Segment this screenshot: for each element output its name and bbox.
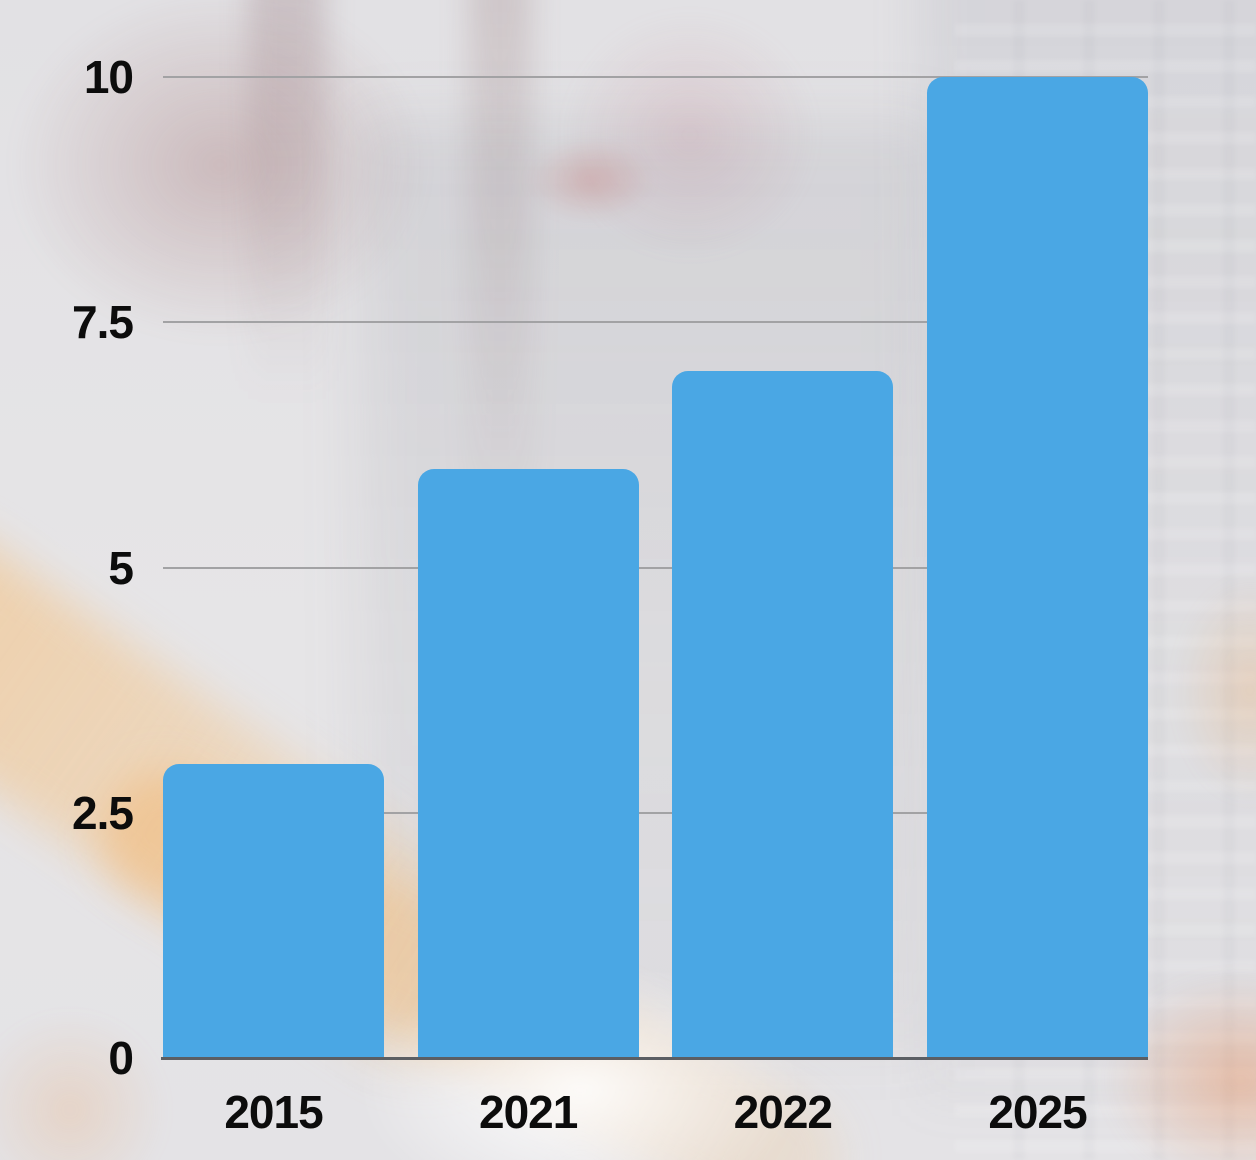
y-tick-label-2.5: 2.5 <box>72 786 134 839</box>
x-axis-line <box>161 1057 1148 1060</box>
x-tick-label-2022: 2022 <box>733 1086 833 1138</box>
gridline-5 <box>163 566 1148 569</box>
bar-2025 <box>927 77 1148 1060</box>
x-tick-label-2025: 2025 <box>988 1086 1087 1138</box>
y-tick-label-0: 0 <box>108 1032 134 1084</box>
bar-2022 <box>672 371 894 1060</box>
y-tick-label-5: 5 <box>108 541 134 594</box>
y-tick-label-10: 10 <box>83 51 134 103</box>
bg-orange-glow-right <box>1150 540 1256 840</box>
bar-2021 <box>417 469 639 1060</box>
x-tick-label-2021: 2021 <box>478 1086 578 1138</box>
gridline-2.5 <box>163 811 1148 814</box>
bg-red-sign <box>505 125 675 235</box>
bg-building-column-1 <box>248 0 326 400</box>
x-tick-label-2015: 2015 <box>224 1086 323 1138</box>
bar-2015 <box>163 763 384 1060</box>
bg-pink-building-top <box>520 0 860 300</box>
y-tick-label-7.5: 7.5 <box>72 296 134 349</box>
gridline-10 <box>163 76 1148 78</box>
gridline-7.5 <box>163 321 1148 324</box>
